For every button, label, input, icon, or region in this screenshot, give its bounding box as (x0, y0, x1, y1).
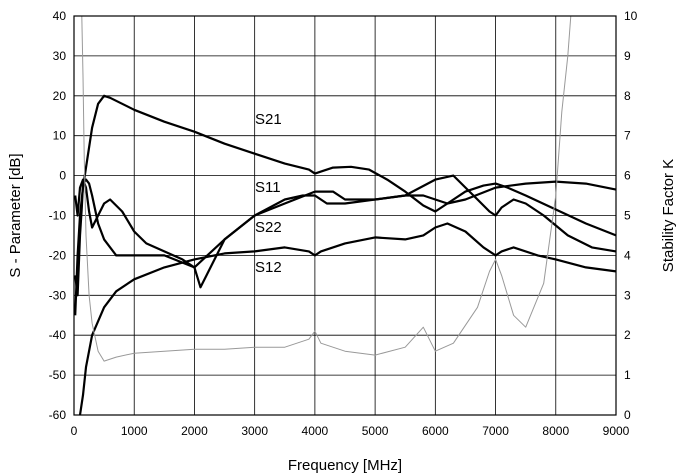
y-tick-label: 40 (53, 9, 67, 23)
x-tick-label: 0 (71, 424, 78, 438)
series-line-s12 (78, 222, 617, 416)
curves (74, 15, 617, 416)
y-tick-label: -30 (49, 288, 67, 302)
tick-labels: -60-50-40-30-20-100102030400123456789100… (49, 9, 638, 438)
x-tick-label: 6000 (422, 424, 449, 438)
series-line-s21 (74, 94, 617, 316)
y2-tick-label: 7 (624, 129, 631, 143)
series-line-k (81, 15, 572, 362)
y2-tick-label: 4 (624, 248, 631, 262)
x-tick-label: 4000 (302, 424, 329, 438)
y-tick-label: -60 (49, 408, 67, 422)
plot-frame (73, 15, 617, 416)
series-label-s21: S21 (255, 111, 282, 128)
x-tick-label: 3000 (241, 424, 268, 438)
series-line-s22 (74, 174, 617, 297)
y-axis-label: S - Parameter [dB] (7, 153, 24, 277)
y-tick-label: 0 (59, 169, 66, 183)
y2-tick-label: 6 (624, 169, 631, 183)
x-tick-label: 7000 (482, 424, 509, 438)
series-label-s22: S22 (255, 219, 282, 236)
y-tick-label: -10 (49, 209, 67, 223)
y2-tick-label: 3 (624, 288, 631, 302)
x-tick-label: 9000 (603, 424, 630, 438)
y2-tick-label: 0 (624, 408, 631, 422)
y-tick-label: -50 (49, 368, 67, 382)
x-tick-label: 5000 (362, 424, 389, 438)
x-axis-label: Frequency [MHz] (288, 457, 402, 474)
x-tick-label: 8000 (542, 424, 569, 438)
series-labels: S21 S11 S22 S12 (255, 111, 282, 276)
y2-tick-label: 8 (624, 89, 631, 103)
series-line-s11 (74, 178, 617, 289)
y-tick-label: 10 (53, 129, 67, 143)
y2-tick-label: 2 (624, 328, 631, 342)
y2-tick-label: 1 (624, 368, 631, 382)
x-tick-label: 1000 (121, 424, 148, 438)
y2-tick-label: 5 (624, 209, 631, 223)
y2-tick-label: 10 (624, 9, 638, 23)
y-tick-label: -20 (49, 248, 67, 262)
x-tick-label: 2000 (181, 424, 208, 438)
series-label-s12: S12 (255, 259, 282, 276)
y-tick-label: -40 (49, 328, 67, 342)
y2-tick-label: 9 (624, 49, 631, 63)
y-tick-label: 30 (53, 49, 67, 63)
grid (73, 15, 617, 416)
y2-axis-label: Stability Factor K (660, 159, 677, 272)
y-tick-label: 20 (53, 89, 67, 103)
series-label-s11: S11 (255, 179, 281, 196)
